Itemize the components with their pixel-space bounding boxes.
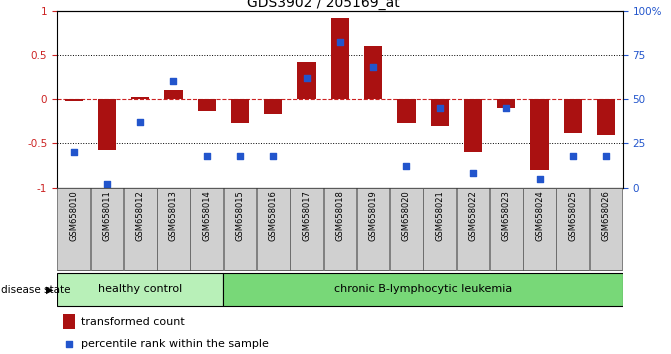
Point [368, 64, 378, 70]
Bar [331, 18, 349, 99]
Point [168, 79, 179, 84]
Bar [64, 99, 83, 101]
Text: GSM658025: GSM658025 [568, 190, 577, 241]
FancyBboxPatch shape [157, 188, 190, 270]
FancyBboxPatch shape [523, 188, 556, 270]
Text: transformed count: transformed count [81, 317, 185, 327]
Point [401, 164, 412, 169]
Text: disease state: disease state [1, 285, 71, 295]
Point [334, 40, 345, 45]
Bar [98, 99, 116, 149]
Bar [364, 46, 382, 99]
Bar [564, 99, 582, 133]
FancyBboxPatch shape [223, 188, 256, 270]
FancyBboxPatch shape [556, 188, 589, 270]
Bar [264, 99, 282, 114]
FancyBboxPatch shape [191, 188, 223, 270]
Text: GSM658023: GSM658023 [502, 190, 511, 241]
Point [135, 119, 146, 125]
Text: GSM658022: GSM658022 [468, 190, 478, 241]
Text: GSM658013: GSM658013 [169, 190, 178, 241]
FancyBboxPatch shape [457, 188, 489, 270]
Bar [597, 99, 615, 135]
Point [201, 153, 212, 159]
Text: GSM658011: GSM658011 [103, 190, 111, 241]
Text: chronic B-lymphocytic leukemia: chronic B-lymphocytic leukemia [334, 284, 512, 295]
Title: GDS3902 / 205169_at: GDS3902 / 205169_at [246, 0, 399, 10]
Text: GSM658012: GSM658012 [136, 190, 145, 241]
Point [301, 75, 312, 81]
FancyBboxPatch shape [357, 188, 389, 270]
Bar [497, 99, 515, 108]
FancyBboxPatch shape [323, 188, 356, 270]
Point [68, 149, 79, 155]
Point [601, 153, 611, 159]
Bar [297, 62, 316, 99]
Bar [530, 99, 549, 170]
Text: percentile rank within the sample: percentile rank within the sample [81, 339, 268, 349]
Text: GSM658017: GSM658017 [302, 190, 311, 241]
Text: GSM658010: GSM658010 [69, 190, 79, 241]
Bar [231, 99, 249, 123]
Bar [164, 90, 183, 99]
Point [568, 153, 578, 159]
Bar [397, 99, 415, 123]
FancyBboxPatch shape [257, 188, 290, 270]
Text: GSM658020: GSM658020 [402, 190, 411, 241]
FancyBboxPatch shape [57, 188, 90, 270]
Text: GSM658024: GSM658024 [535, 190, 544, 241]
Text: GSM658026: GSM658026 [601, 190, 611, 241]
Point [64, 341, 74, 347]
Text: ▶: ▶ [46, 285, 53, 295]
FancyBboxPatch shape [223, 273, 623, 306]
Text: GSM658015: GSM658015 [236, 190, 244, 241]
Text: GSM658019: GSM658019 [368, 190, 378, 241]
Point [501, 105, 511, 111]
Point [468, 171, 478, 176]
Point [235, 153, 246, 159]
Text: GSM658016: GSM658016 [269, 190, 278, 241]
Text: GSM658014: GSM658014 [202, 190, 211, 241]
Text: healthy control: healthy control [98, 284, 183, 295]
Bar [431, 99, 449, 126]
FancyBboxPatch shape [124, 188, 156, 270]
Text: GSM658018: GSM658018 [336, 190, 344, 241]
FancyBboxPatch shape [390, 188, 423, 270]
FancyBboxPatch shape [423, 188, 456, 270]
FancyBboxPatch shape [57, 273, 223, 306]
Point [101, 181, 112, 187]
Point [534, 176, 545, 182]
Bar [62, 314, 75, 329]
Point [434, 105, 445, 111]
Bar [464, 99, 482, 152]
Bar [131, 97, 150, 99]
FancyBboxPatch shape [490, 188, 523, 270]
FancyBboxPatch shape [590, 188, 623, 270]
Point [268, 153, 278, 159]
FancyBboxPatch shape [91, 188, 123, 270]
Bar [198, 99, 216, 110]
FancyBboxPatch shape [291, 188, 323, 270]
Text: GSM658021: GSM658021 [435, 190, 444, 241]
